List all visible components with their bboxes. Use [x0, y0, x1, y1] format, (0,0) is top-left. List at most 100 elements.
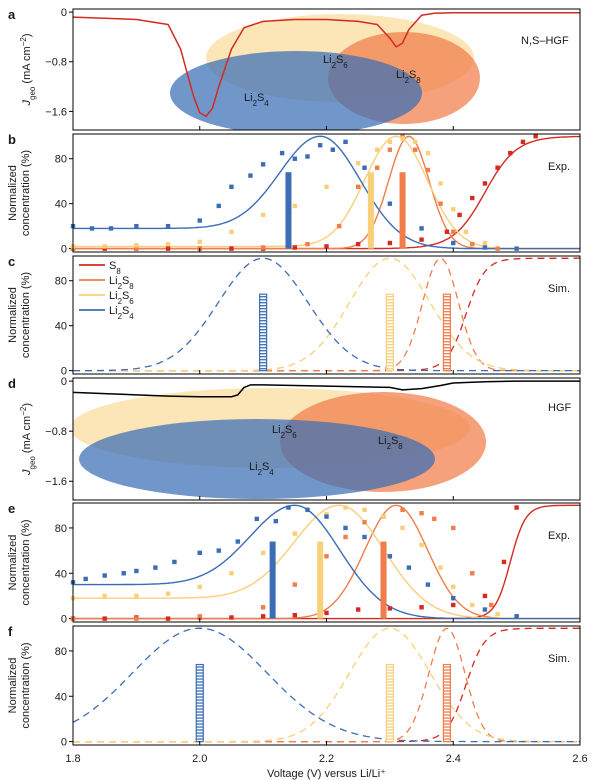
y-tick-label: 0: [61, 376, 67, 388]
data-point-li2s4: [197, 218, 202, 223]
data-point-s8: [457, 212, 462, 218]
data-point-li2s6: [197, 584, 202, 590]
panel-tag: Sim.: [548, 283, 570, 295]
data-point-li2s4: [406, 565, 412, 570]
data-point-li2s4: [305, 507, 310, 512]
data-point-li2s4: [330, 147, 336, 152]
ellipse-li2s4: [79, 419, 435, 499]
y-axis-label: Normalizedconcentration (%): [7, 272, 32, 358]
data-point-li2s4: [482, 607, 488, 612]
data-point-s8: [470, 195, 475, 201]
y-tick-label: 40: [55, 321, 67, 333]
data-point-li2s6: [165, 241, 171, 247]
data-point-li2s6: [324, 512, 329, 517]
legend-label-li2s4: Li2S4: [109, 305, 134, 321]
panel-label-e: e: [8, 501, 15, 516]
y-tick-label: 80: [55, 646, 67, 658]
y-axis-label: Jgeo (mA cm−2): [19, 34, 37, 107]
marker-bar-li2s8: [380, 541, 387, 619]
data-point-li2s4: [102, 573, 107, 578]
data-point-s8: [102, 616, 107, 621]
panel-label-c: c: [8, 254, 15, 269]
y-axis-label: Jgeo (mA cm−2): [19, 403, 37, 476]
data-point-li2s6: [260, 550, 266, 556]
y-tick-label: 80: [55, 154, 67, 166]
data-point-li2s8: [432, 516, 437, 522]
data-point-li2s8: [355, 184, 361, 190]
data-point-li2s8: [343, 534, 348, 540]
y-tick-label: 0: [61, 366, 67, 378]
sim-curve-li2s6: [73, 627, 580, 743]
ellipse-label-li2s8: Li2S8: [396, 69, 421, 85]
y-tick-label: 0: [61, 7, 67, 19]
data-point-li2s4: [425, 582, 431, 587]
y-tick-label: 80: [55, 276, 67, 288]
panel-label-b: b: [8, 132, 16, 147]
data-point-s8: [355, 607, 361, 612]
data-point-s8: [102, 246, 107, 251]
data-point-s8: [533, 134, 538, 139]
data-point-li2s6: [197, 239, 202, 245]
data-point-li2s4: [89, 226, 95, 231]
data-point-s8: [444, 229, 450, 234]
data-point-li2s4: [387, 554, 393, 559]
y-tick-label: 0: [61, 244, 67, 256]
data-point-li2s8: [260, 605, 266, 610]
marker-bar-li2s6: [317, 541, 324, 619]
data-point-li2s4: [324, 514, 329, 519]
panel-c: c Normalizedconcentration (%) 0 40 80 S8Li2S8…: [7, 254, 581, 378]
sim-curve-s8: [73, 627, 580, 743]
panel-b: b Normalizedconcentration (%) 0 40 80 Exp.: [7, 132, 581, 256]
data-point-li2s8: [134, 616, 139, 621]
data-point-li2s6: [451, 207, 456, 212]
data-point-li2s4: [362, 165, 367, 170]
data-point-li2s8: [489, 602, 494, 608]
data-point-li2s4: [514, 246, 519, 251]
data-point-li2s8: [197, 614, 202, 619]
ellipse-label-li2s4: Li2S4: [249, 461, 274, 477]
ellipse-label-li2s4: Li2S4: [244, 92, 269, 108]
data-point-s8: [292, 245, 298, 250]
data-point-li2s4: [216, 203, 221, 209]
data-point-li2s4: [121, 571, 126, 576]
data-point-li2s4: [451, 240, 456, 246]
data-point-s8: [495, 165, 500, 170]
y-axis-label: Normalizedconcentration (%): [7, 150, 32, 236]
data-point-li2s8: [413, 147, 418, 152]
data-point-li2s4: [235, 539, 240, 544]
data-point-li2s4: [254, 516, 259, 522]
data-point-li2s6: [134, 243, 139, 248]
panel-frame: [72, 625, 581, 746]
data-point-li2s8: [470, 571, 475, 576]
data-point-li2s6: [438, 181, 443, 186]
sim-curve-li2s4: [73, 257, 580, 372]
fit-curve-li2s8: [73, 135, 580, 250]
data-point-li2s6: [463, 229, 469, 234]
data-point-li2s4: [260, 162, 266, 167]
y-tick-label: −1.6: [45, 476, 67, 488]
data-point-li2s8: [425, 167, 431, 173]
current-curve: [73, 11, 580, 118]
y-tick-label: 40: [55, 568, 67, 580]
data-point-s8: [229, 615, 234, 620]
data-point-s8: [324, 244, 329, 249]
panel-tag: Exp.: [548, 161, 570, 173]
data-point-li2s8: [470, 241, 475, 247]
x-tick-label: 2.2: [319, 753, 334, 765]
panel-tag: Exp.: [548, 530, 570, 542]
data-point-li2s4: [451, 596, 456, 601]
sim-curve-li2s6: [73, 257, 580, 372]
data-point-s8: [482, 181, 488, 186]
data-point-s8: [508, 150, 513, 156]
data-point-li2s4: [165, 223, 171, 229]
data-point-li2s6: [229, 229, 234, 234]
sim-curve-li2s8: [73, 257, 580, 372]
x-axis-label: Voltage (V) versus Li/Li⁺: [267, 768, 386, 780]
data-point-li2s4: [279, 150, 285, 156]
data-point-li2s6: [102, 244, 107, 249]
data-point-li2s4: [343, 525, 348, 531]
data-point-li2s8: [419, 511, 424, 516]
data-point-li2s8: [324, 554, 329, 559]
data-point-li2s6: [343, 505, 348, 510]
data-point-s8: [292, 613, 298, 618]
